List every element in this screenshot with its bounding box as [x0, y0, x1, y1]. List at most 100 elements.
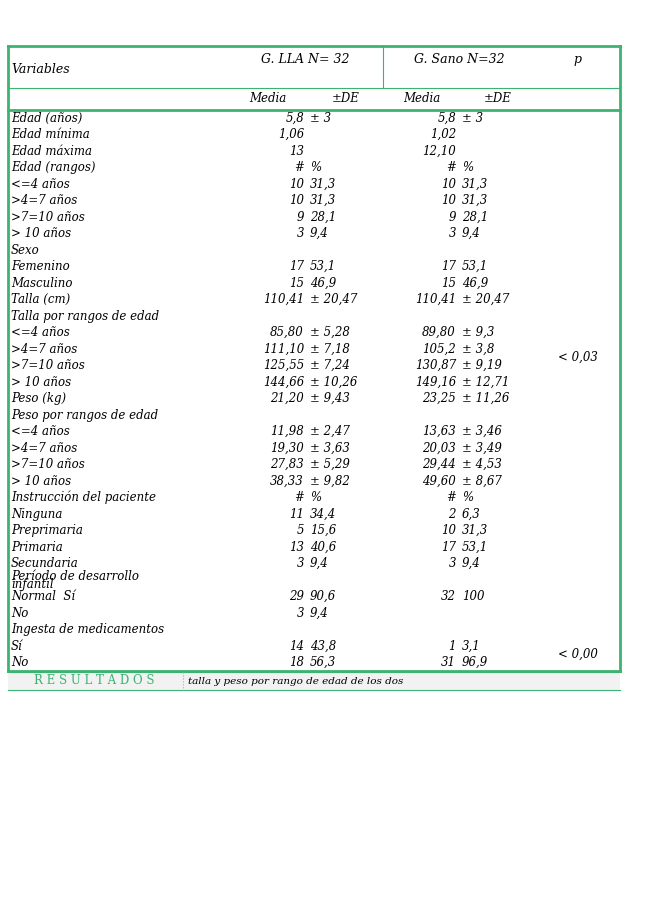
Text: 3: 3 — [448, 558, 456, 570]
Text: 20,03: 20,03 — [422, 441, 456, 455]
Text: 3: 3 — [297, 558, 304, 570]
Text: 46,9: 46,9 — [310, 277, 336, 290]
Text: 3: 3 — [448, 228, 456, 240]
Text: Secundaria: Secundaria — [11, 558, 79, 570]
Text: 14: 14 — [289, 640, 304, 653]
Text: > 10 años: > 10 años — [11, 228, 71, 240]
Text: ± 3,49: ± 3,49 — [462, 441, 502, 455]
Text: 105,2: 105,2 — [422, 343, 456, 356]
Text: 43,8: 43,8 — [310, 640, 336, 653]
Text: ± 2,47: ± 2,47 — [310, 425, 350, 438]
Text: %: % — [310, 491, 321, 505]
Text: 29,44: 29,44 — [422, 458, 456, 472]
Text: ± 7,18: ± 7,18 — [310, 343, 350, 356]
Text: 23,25: 23,25 — [422, 392, 456, 405]
Text: R E S U L T A D O S: R E S U L T A D O S — [34, 675, 155, 687]
Text: ± 9,19: ± 9,19 — [462, 359, 502, 372]
Text: No: No — [11, 656, 29, 669]
Text: 3: 3 — [297, 228, 304, 240]
Text: Peso por rangos de edad: Peso por rangos de edad — [11, 409, 158, 421]
Text: Edad mínima: Edad mínima — [11, 128, 90, 142]
Text: 125,55: 125,55 — [262, 359, 304, 372]
Text: Talla por rangos de edad: Talla por rangos de edad — [11, 310, 159, 323]
Text: 9,4: 9,4 — [310, 607, 329, 620]
Text: 85,80: 85,80 — [270, 326, 304, 339]
Text: 17: 17 — [441, 260, 456, 273]
Text: 89,80: 89,80 — [422, 326, 456, 339]
Text: < 0,00: < 0,00 — [557, 648, 597, 661]
Text: 27,83: 27,83 — [270, 458, 304, 472]
Text: 96,9: 96,9 — [462, 656, 488, 669]
Text: #: # — [446, 161, 456, 175]
Text: ±DE: ±DE — [483, 92, 511, 105]
Text: 111,10: 111,10 — [262, 343, 304, 356]
Text: Edad (rangos): Edad (rangos) — [11, 161, 95, 175]
Text: ± 5,29: ± 5,29 — [310, 458, 350, 472]
Text: ± 20,47: ± 20,47 — [462, 293, 509, 306]
Text: ± 3,8: ± 3,8 — [462, 343, 494, 356]
Text: >7=10 años: >7=10 años — [11, 211, 85, 224]
Text: 9: 9 — [448, 211, 456, 224]
Text: 29: 29 — [289, 590, 304, 603]
Text: ± 8,67: ± 8,67 — [462, 474, 502, 488]
Text: >7=10 años: >7=10 años — [11, 359, 85, 372]
Text: Sexo: Sexo — [11, 244, 40, 257]
Text: <=4 años: <=4 años — [11, 177, 70, 191]
Text: 53,1: 53,1 — [462, 260, 488, 273]
Text: 5: 5 — [297, 525, 304, 537]
Text: 53,1: 53,1 — [310, 260, 336, 273]
Text: Normal  Sí: Normal Sí — [11, 590, 75, 603]
Text: Peso (kg): Peso (kg) — [11, 392, 66, 405]
Text: 53,1: 53,1 — [462, 541, 488, 554]
Text: p: p — [573, 53, 581, 66]
Text: 34,4: 34,4 — [310, 508, 336, 521]
Text: 31,3: 31,3 — [310, 177, 336, 191]
Text: 13: 13 — [289, 541, 304, 554]
Text: 13: 13 — [289, 144, 304, 158]
Text: Talla (cm): Talla (cm) — [11, 293, 70, 306]
Text: 149,16: 149,16 — [415, 376, 456, 388]
Text: 10: 10 — [441, 195, 456, 207]
Text: 5,8: 5,8 — [285, 112, 304, 124]
Text: 56,3: 56,3 — [310, 656, 336, 669]
Text: ± 20,47: ± 20,47 — [310, 293, 358, 306]
Text: 32: 32 — [441, 590, 456, 603]
Text: 15: 15 — [441, 277, 456, 290]
Text: 1,06: 1,06 — [278, 128, 304, 142]
Text: 40,6: 40,6 — [310, 541, 336, 554]
Text: < 0,03: < 0,03 — [557, 351, 597, 364]
Text: 28,1: 28,1 — [310, 211, 336, 224]
Text: G. Sano N=32: G. Sano N=32 — [413, 53, 504, 66]
Text: ± 3: ± 3 — [462, 112, 483, 124]
Text: #: # — [294, 161, 304, 175]
Text: Instrucción del paciente: Instrucción del paciente — [11, 491, 156, 505]
Text: 3,1: 3,1 — [462, 640, 481, 653]
Text: Variables: Variables — [11, 62, 69, 76]
Text: 15: 15 — [289, 277, 304, 290]
Text: 9,4: 9,4 — [310, 228, 329, 240]
Text: Período de desarrollo: Período de desarrollo — [11, 570, 139, 583]
Text: 110,41: 110,41 — [262, 293, 304, 306]
Text: 1: 1 — [448, 640, 456, 653]
Text: Ingesta de medicamentos: Ingesta de medicamentos — [11, 623, 164, 636]
Text: > 10 años: > 10 años — [11, 376, 71, 388]
Text: 3: 3 — [297, 607, 304, 620]
Text: 49,60: 49,60 — [422, 474, 456, 488]
Text: 10: 10 — [441, 177, 456, 191]
Text: >4=7 años: >4=7 años — [11, 195, 77, 207]
Text: talla y peso por rango de edad de los dos: talla y peso por rango de edad de los do… — [188, 676, 403, 686]
Text: 9,4: 9,4 — [462, 558, 481, 570]
Text: infantil: infantil — [11, 579, 54, 591]
Text: 21,20: 21,20 — [270, 392, 304, 405]
Text: Media: Media — [249, 92, 286, 105]
Text: 19,30: 19,30 — [270, 441, 304, 455]
Text: ± 9,82: ± 9,82 — [310, 474, 350, 488]
Text: 1,02: 1,02 — [430, 128, 456, 142]
Text: ± 3,46: ± 3,46 — [462, 425, 502, 438]
Text: 31,3: 31,3 — [462, 177, 488, 191]
Text: <=4 años: <=4 años — [11, 326, 70, 339]
Text: ± 11,26: ± 11,26 — [462, 392, 509, 405]
Text: No: No — [11, 607, 29, 620]
Text: ± 12,71: ± 12,71 — [462, 376, 509, 388]
Text: 10: 10 — [289, 195, 304, 207]
